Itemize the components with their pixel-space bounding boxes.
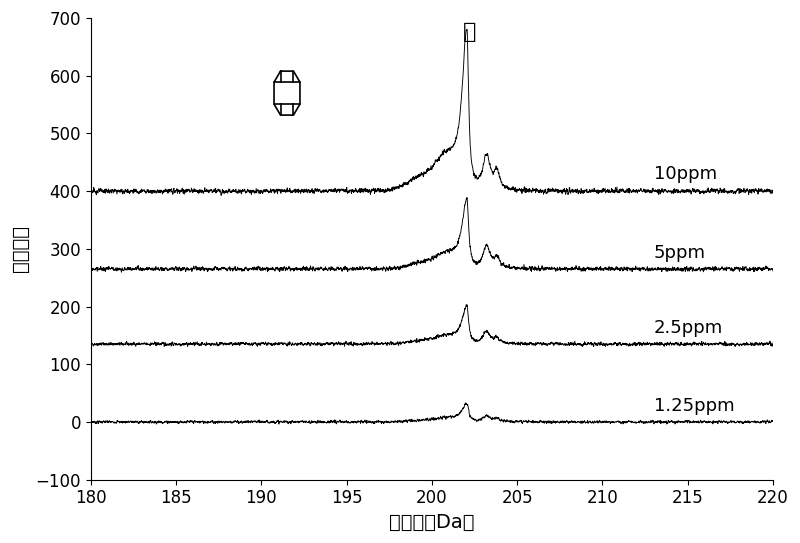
Y-axis label: 积分强度: 积分强度 xyxy=(11,225,30,273)
Text: 5ppm: 5ppm xyxy=(654,244,706,262)
Text: 2.5ppm: 2.5ppm xyxy=(654,319,723,337)
Text: 蔸: 蔸 xyxy=(462,22,476,42)
Text: 1.25ppm: 1.25ppm xyxy=(654,397,734,415)
X-axis label: 质量数（Da）: 质量数（Da） xyxy=(390,513,474,532)
Text: 10ppm: 10ppm xyxy=(654,165,717,183)
